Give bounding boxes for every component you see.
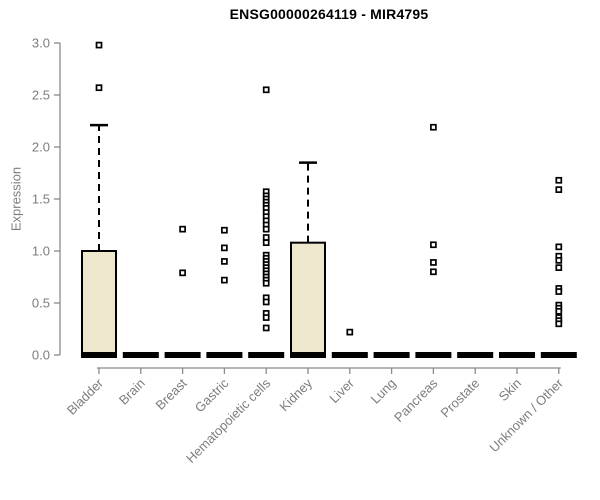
median-kidney [290, 352, 326, 358]
outlier-point-hematopoietic-cells [262, 225, 270, 233]
outlier-point-hematopoietic-cells [262, 234, 270, 241]
median-gastric [206, 352, 243, 358]
median-prostate [457, 352, 494, 358]
y-tick-label: 3.0 [32, 36, 50, 51]
x-tick-label-lung: Lung [368, 376, 399, 407]
x-tick-label-brain: Brain [116, 376, 148, 408]
outlier-point-breast [179, 269, 186, 277]
outlier-point-unknown-other [555, 176, 563, 184]
x-tick-label-bladder: Bladder [64, 375, 107, 418]
x-tick-label-prostate: Prostate [437, 376, 482, 421]
y-tick-label: 0.5 [32, 296, 50, 311]
outlier-point-unknown-other [555, 257, 563, 264]
x-tick-label-breast: Breast [153, 375, 190, 412]
outlier-point-bladder [95, 41, 103, 49]
outlier-point-liver [346, 328, 354, 336]
median-pancreas [415, 352, 452, 358]
median-liver [331, 352, 368, 358]
x-tick-label-kidney: Kidney [276, 375, 315, 414]
median-skin [499, 352, 535, 358]
outlier-point-hematopoietic-cells [262, 239, 270, 247]
box-kidney [290, 241, 326, 354]
median-unknown-other [540, 352, 577, 358]
outlier-point-hematopoietic-cells [262, 279, 270, 287]
outlier-point-unknown-other [555, 264, 563, 271]
outlier-point-unknown-other [555, 320, 563, 328]
median-bladder [81, 352, 117, 358]
outlier-point-gastric [221, 258, 228, 265]
median-lung [373, 352, 410, 358]
outlier-point-hematopoietic-cells [262, 314, 270, 321]
x-tick-label-skin: Skin [496, 376, 524, 404]
outlier-point-breast [179, 225, 186, 233]
y-tick-label: 2.0 [32, 140, 50, 155]
outlier-point-pancreas [430, 268, 437, 276]
x-tick-label-unknown-other: Unknown / Other [486, 375, 566, 455]
outlier-point-pancreas [430, 241, 437, 249]
outlier-point-unknown-other [555, 186, 563, 193]
outlier-point-gastric [221, 226, 228, 234]
outlier-point-pancreas [430, 259, 437, 266]
y-tick-label: 2.5 [32, 88, 50, 103]
outlier-point-hematopoietic-cells [262, 86, 270, 94]
x-tick-label-pancreas: Pancreas [391, 375, 441, 425]
outlier-point-hematopoietic-cells [262, 324, 270, 332]
y-tick-label: 0.0 [32, 348, 50, 363]
y-tick-label: 1.0 [32, 244, 50, 259]
chart-title: ENSG00000264119 - MIR4795 [229, 6, 429, 22]
median-brain [122, 352, 159, 358]
outlier-point-unknown-other [555, 288, 563, 295]
median-breast [164, 352, 201, 358]
outlier-point-unknown-other [555, 243, 563, 251]
median-hematopoietic-cells [248, 352, 285, 358]
x-tick-label-gastric: Gastric [192, 375, 232, 415]
outlier-point-pancreas [430, 123, 437, 131]
outlier-point-hematopoietic-cells [262, 298, 270, 306]
x-tick-label-liver: Liver [326, 375, 357, 406]
box-bladder [81, 250, 117, 354]
outlier-point-gastric [221, 244, 228, 252]
outlier-point-gastric [221, 276, 228, 284]
outlier-point-unknown-other [555, 307, 563, 315]
y-tick-label: 1.5 [32, 192, 50, 207]
outlier-point-bladder [95, 84, 103, 92]
